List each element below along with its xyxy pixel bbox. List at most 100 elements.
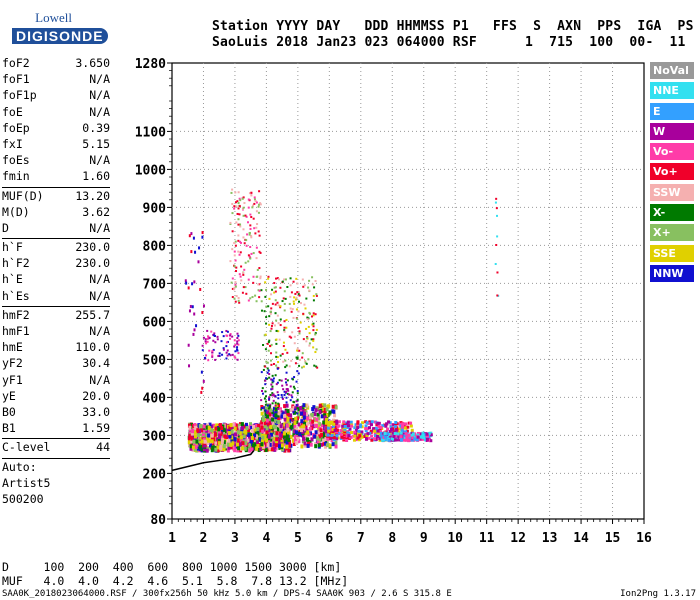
y-tick-label: 400 xyxy=(143,391,167,406)
param-row: B1 1.59 xyxy=(2,421,110,437)
logo-line2: DIGISONDE xyxy=(12,28,108,44)
param-key: 500200 xyxy=(2,491,44,506)
param-key: yF1 xyxy=(2,372,23,387)
echo-traces xyxy=(184,188,500,453)
param-value: 30.4 xyxy=(82,356,110,371)
param-row: Auto: xyxy=(2,460,110,476)
y-tick-label: 900 xyxy=(143,201,167,216)
param-row: foEs N/A xyxy=(2,153,110,169)
param-value: 44 xyxy=(96,440,110,455)
y-tick-label: 800 xyxy=(143,239,167,254)
param-row: h`Es N/A xyxy=(2,289,110,305)
legend-item: NoVal xyxy=(650,62,694,79)
param-key: h`Es xyxy=(2,288,30,303)
x-tick-label: 16 xyxy=(636,531,652,546)
x-tick-label: 2 xyxy=(200,531,208,546)
param-key: h`F2 xyxy=(2,256,30,271)
lowell-digisonde-logo: Lowell DIGISONDE xyxy=(4,6,134,48)
y-tick-label: 80 xyxy=(150,513,166,528)
param-separator xyxy=(2,186,110,188)
y-tick-label: 200 xyxy=(143,467,167,482)
param-row: M(D) 3.62 xyxy=(2,205,110,221)
legend-item: W xyxy=(650,122,694,140)
param-key: Artist5 xyxy=(2,475,51,490)
header-line2: SaoLuis 2018 Jan23 023 064000 RSF 1 715 … xyxy=(212,35,686,50)
param-value: N/A xyxy=(89,288,110,303)
x-tick-label: 7 xyxy=(357,531,365,546)
parameter-table: foF2 3.650 foF1 N/A foF1p N/A foE N/A foEp 0.39 fx… xyxy=(2,56,110,508)
param-value: 255.7 xyxy=(75,307,110,322)
param-key: foF1p xyxy=(2,88,37,103)
x-tick-label: 4 xyxy=(262,531,270,546)
x-tick-label: 6 xyxy=(325,531,333,546)
param-key: MUF(D) xyxy=(2,188,44,203)
param-key: hmF2 xyxy=(2,307,30,322)
x-tick-label: 10 xyxy=(447,531,463,546)
param-row: foF2 3.650 xyxy=(2,56,110,72)
param-key: fxI xyxy=(2,136,23,151)
footer-file-info: SAA0K_2018023064000.RSF / 300fx256h 50 k… xyxy=(2,589,452,599)
legend-item: SSE xyxy=(650,244,694,262)
x-tick-label: 1 xyxy=(168,531,176,546)
param-value: N/A xyxy=(89,72,110,87)
y-tick-label: 1280 xyxy=(135,57,166,72)
param-row: h`E N/A xyxy=(2,272,110,288)
x-tick-label: 9 xyxy=(420,531,428,546)
param-value: 0.39 xyxy=(82,120,110,135)
x-tick-label: 14 xyxy=(573,531,589,546)
param-value: 3.650 xyxy=(75,56,110,70)
param-key: foE xyxy=(2,104,23,119)
param-key: Auto: xyxy=(2,459,37,474)
param-row: B0 33.0 xyxy=(2,405,110,421)
param-key: yF2 xyxy=(2,356,23,371)
param-row: hmF2 255.7 xyxy=(2,308,110,324)
param-value: 230.0 xyxy=(75,256,110,271)
param-value: N/A xyxy=(89,324,110,338)
param-row: C-level 44 xyxy=(2,440,110,456)
legend: NoVal NNE E W Vo- Vo+ SSW X- X+ SSE NNW xyxy=(650,62,694,285)
legend-item: Vo+ xyxy=(650,163,694,181)
x-tick-label: 12 xyxy=(510,531,526,546)
y-tick-label: 300 xyxy=(143,429,167,444)
x-tick-label: 13 xyxy=(542,531,558,546)
param-value: N/A xyxy=(89,153,110,168)
param-key: B1 xyxy=(2,421,16,436)
param-value: N/A xyxy=(89,104,110,119)
param-key: fmin xyxy=(2,169,30,184)
param-value: 13.20 xyxy=(75,188,110,203)
param-value: N/A xyxy=(89,272,110,287)
legend-item: X+ xyxy=(650,224,694,242)
param-key: foEs xyxy=(2,153,30,168)
legend-item: NNE xyxy=(650,82,694,100)
param-key: D xyxy=(2,220,9,235)
param-value: N/A xyxy=(89,372,110,387)
param-value: 33.0 xyxy=(82,404,110,419)
param-value: 3.62 xyxy=(82,204,110,219)
param-value: 1.60 xyxy=(82,169,110,184)
f-layer-profile-curve xyxy=(171,450,255,472)
legend-item: E xyxy=(650,102,694,120)
param-key: hmE xyxy=(2,340,23,355)
param-row: yF1 N/A xyxy=(2,373,110,389)
legend-item: Vo- xyxy=(650,143,694,161)
param-key: M(D) xyxy=(2,204,30,219)
x-tick-label: 8 xyxy=(388,531,396,546)
x-tick-label: 5 xyxy=(294,531,302,546)
param-row: foF1p N/A xyxy=(2,88,110,104)
param-key: yE xyxy=(2,388,16,403)
param-value: 20.0 xyxy=(82,388,110,403)
x-tick-label: 3 xyxy=(231,531,239,546)
legend-item: X- xyxy=(650,204,694,222)
param-row: yF2 30.4 xyxy=(2,356,110,372)
param-row: foE N/A xyxy=(2,105,110,121)
param-row: h`F 230.0 xyxy=(2,240,110,256)
footer-muf-row: MUF 4.0 4.0 4.2 4.6 5.1 5.8 7.8 13.2 [MH… xyxy=(2,574,349,588)
param-separator xyxy=(2,457,110,459)
y-tick-label: 1000 xyxy=(135,163,166,178)
param-row: fmin 1.60 xyxy=(2,169,110,185)
footer-d-row: D 100 200 400 600 800 1000 1500 3000 [km… xyxy=(2,560,342,574)
legend-item: NNW xyxy=(650,264,694,282)
param-value: 1.59 xyxy=(82,421,110,436)
param-key: foF2 xyxy=(2,56,30,70)
